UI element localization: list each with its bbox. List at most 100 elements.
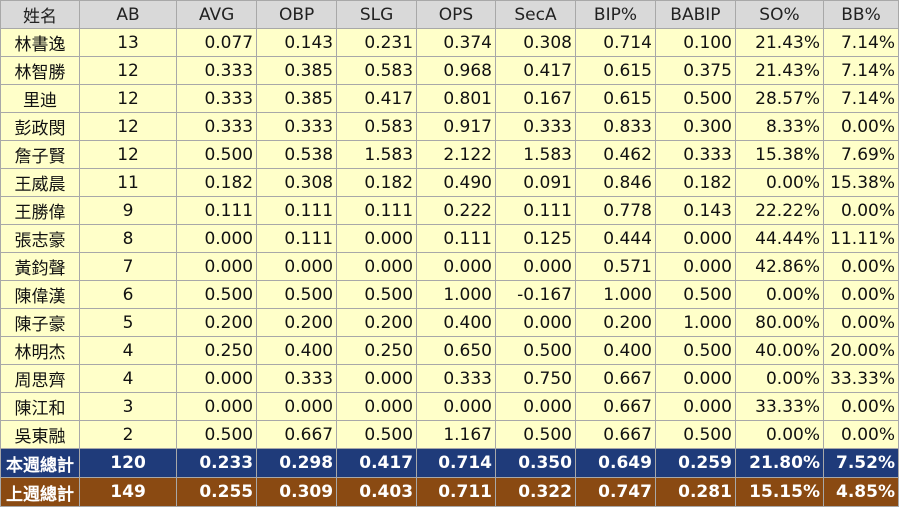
cell-ops: 0.801 bbox=[416, 84, 496, 113]
total-cell-avg: 0.255 bbox=[176, 477, 258, 507]
total-cell-obp: 0.298 bbox=[256, 448, 338, 478]
table-row: 張志豪 8 0.000 0.111 0.000 0.111 0.125 0.444 0.000 4… bbox=[0, 224, 900, 253]
cell-bip-pct: 0.667 bbox=[574, 420, 656, 449]
cell-ops: 0.400 bbox=[416, 308, 496, 337]
cell-bip-pct: 0.200 bbox=[574, 308, 656, 337]
column-header-ops: OPS bbox=[416, 0, 496, 29]
cell-obp: 0.500 bbox=[256, 280, 338, 309]
cell-so-pct: 0.00% bbox=[734, 280, 824, 309]
total-cell-babip: 0.259 bbox=[654, 448, 736, 478]
table-row: 陳偉漢 6 0.500 0.500 0.500 1.000 -0.167 1.000 0.500… bbox=[0, 280, 900, 309]
cell-bip-pct: 0.778 bbox=[574, 196, 656, 225]
table-row: 王威晨 11 0.182 0.308 0.182 0.490 0.091 0.846 0.182… bbox=[0, 168, 900, 197]
table-row: 里迪 12 0.333 0.385 0.417 0.801 0.167 0.615 0.500 2… bbox=[0, 84, 900, 113]
cell-bip-pct: 0.462 bbox=[574, 140, 656, 169]
cell-slg: 0.583 bbox=[336, 56, 418, 85]
column-header-seca: SecA bbox=[495, 0, 576, 29]
cell-bip-pct: 0.714 bbox=[574, 28, 656, 57]
cell-babip: 1.000 bbox=[654, 308, 736, 337]
cell-ops: 0.968 bbox=[416, 56, 496, 85]
cell-bb-pct: 7.14% bbox=[822, 56, 900, 85]
cell-seca: 0.500 bbox=[495, 420, 576, 449]
cell-bb-pct: 0.00% bbox=[822, 308, 900, 337]
cell-avg: 0.000 bbox=[176, 252, 258, 281]
total-cell-ops: 0.711 bbox=[416, 477, 496, 507]
cell-slg: 0.000 bbox=[336, 392, 418, 421]
cell-ab: 2 bbox=[78, 420, 178, 449]
cell-bb-pct: 7.14% bbox=[822, 84, 900, 113]
cell-bb-pct: 0.00% bbox=[822, 392, 900, 421]
cell-ops: 0.917 bbox=[416, 112, 496, 141]
total-cell-slg: 0.403 bbox=[336, 477, 418, 507]
table-row: 林明杰 4 0.250 0.400 0.250 0.650 0.500 0.400 0.500 4… bbox=[0, 336, 900, 365]
cell-seca: 1.583 bbox=[495, 140, 576, 169]
cell-bb-pct: 33.33% bbox=[822, 364, 900, 393]
cell-avg: 0.182 bbox=[176, 168, 258, 197]
cell-babip: 0.000 bbox=[654, 252, 736, 281]
table-row: 詹子賢 12 0.500 0.538 1.583 2.122 1.583 0.462 0.333… bbox=[0, 140, 900, 169]
cell-ab: 12 bbox=[78, 112, 178, 141]
cell-name: 陳偉漢 bbox=[0, 280, 80, 309]
cell-obp: 0.385 bbox=[256, 56, 338, 85]
cell-ops: 0.222 bbox=[416, 196, 496, 225]
cell-slg: 0.500 bbox=[336, 420, 418, 449]
cell-obp: 0.111 bbox=[256, 196, 338, 225]
table-row: 彭政閔 12 0.333 0.333 0.583 0.917 0.333 0.833 0.300… bbox=[0, 112, 900, 141]
cell-slg: 0.250 bbox=[336, 336, 418, 365]
cell-avg: 0.333 bbox=[176, 84, 258, 113]
cell-babip: 0.500 bbox=[654, 420, 736, 449]
total-cell-bip-pct: 0.649 bbox=[574, 448, 656, 478]
cell-slg: 0.200 bbox=[336, 308, 418, 337]
total-cell-bb-pct: 4.85% bbox=[822, 477, 900, 507]
cell-seca: 0.750 bbox=[495, 364, 576, 393]
cell-babip: 0.500 bbox=[654, 280, 736, 309]
cell-bip-pct: 0.571 bbox=[574, 252, 656, 281]
cell-bb-pct: 20.00% bbox=[822, 336, 900, 365]
cell-slg: 0.500 bbox=[336, 280, 418, 309]
column-header-babip: BABIP bbox=[654, 0, 736, 29]
table-row: 吳東融 2 0.500 0.667 0.500 1.167 0.500 0.667 0.500 0… bbox=[0, 420, 900, 449]
cell-avg: 0.500 bbox=[176, 420, 258, 449]
cell-avg: 0.250 bbox=[176, 336, 258, 365]
total-cell-bb-pct: 7.52% bbox=[822, 448, 900, 478]
table-body: 林書逸 13 0.077 0.143 0.231 0.374 0.308 0.714 0.100… bbox=[0, 28, 900, 507]
cell-obp: 0.000 bbox=[256, 252, 338, 281]
table-row: 林書逸 13 0.077 0.143 0.231 0.374 0.308 0.714 0.100… bbox=[0, 28, 900, 57]
cell-ops: 0.650 bbox=[416, 336, 496, 365]
cell-avg: 0.200 bbox=[176, 308, 258, 337]
cell-obp: 0.667 bbox=[256, 420, 338, 449]
cell-name: 林書逸 bbox=[0, 28, 80, 57]
cell-bip-pct: 0.846 bbox=[574, 168, 656, 197]
cell-obp: 0.333 bbox=[256, 112, 338, 141]
total-cell-seca: 0.322 bbox=[495, 477, 576, 507]
cell-so-pct: 0.00% bbox=[734, 364, 824, 393]
cell-so-pct: 40.00% bbox=[734, 336, 824, 365]
cell-bip-pct: 0.833 bbox=[574, 112, 656, 141]
table-row: 王勝偉 9 0.111 0.111 0.111 0.222 0.111 0.778 0.143 2… bbox=[0, 196, 900, 225]
cell-obp: 0.385 bbox=[256, 84, 338, 113]
cell-babip: 0.500 bbox=[654, 84, 736, 113]
cell-babip: 0.500 bbox=[654, 336, 736, 365]
cell-seca: 0.000 bbox=[495, 308, 576, 337]
cell-ab: 9 bbox=[78, 196, 178, 225]
cell-name: 里迪 bbox=[0, 84, 80, 113]
table-row: 林智勝 12 0.333 0.385 0.583 0.968 0.417 0.615 0.375… bbox=[0, 56, 900, 85]
total-cell-obp: 0.309 bbox=[256, 477, 338, 507]
table-row: 陳江和 3 0.000 0.000 0.000 0.000 0.000 0.667 0.000 3… bbox=[0, 392, 900, 421]
cell-name: 陳江和 bbox=[0, 392, 80, 421]
cell-so-pct: 28.57% bbox=[734, 84, 824, 113]
cell-slg: 0.000 bbox=[336, 364, 418, 393]
cell-ops: 0.000 bbox=[416, 252, 496, 281]
cell-ab: 6 bbox=[78, 280, 178, 309]
total-row-this-week: 本週總計 120 0.233 0.298 0.417 0.714 0.350 0.649 0.2… bbox=[0, 448, 900, 478]
cell-ab: 4 bbox=[78, 364, 178, 393]
cell-obp: 0.538 bbox=[256, 140, 338, 169]
total-cell-ab: 120 bbox=[78, 448, 178, 478]
cell-name: 林智勝 bbox=[0, 56, 80, 85]
total-cell-so-pct: 21.80% bbox=[734, 448, 824, 478]
cell-seca: 0.091 bbox=[495, 168, 576, 197]
column-header-obp: OBP bbox=[256, 0, 338, 29]
cell-name: 詹子賢 bbox=[0, 140, 80, 169]
cell-so-pct: 8.33% bbox=[734, 112, 824, 141]
